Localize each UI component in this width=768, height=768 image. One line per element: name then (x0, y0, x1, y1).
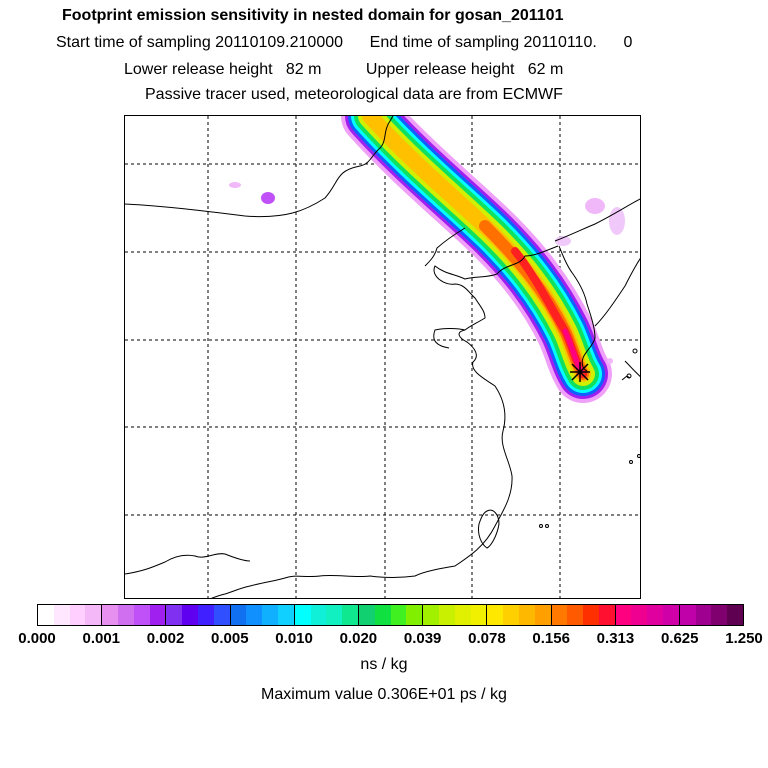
colorbar-segment (567, 605, 584, 625)
colorbar-segment (182, 605, 198, 625)
colorbar-segment (197, 605, 214, 625)
colorbar-segment (374, 605, 391, 625)
colorbar-segment (406, 605, 424, 625)
footprint-map (125, 116, 640, 598)
maximum-value-text: Maximum value 0.306E+01 ps / kg (261, 686, 507, 703)
colorbar-segment (342, 605, 359, 625)
colorbar-segment (262, 605, 278, 625)
colorbar-segment (711, 605, 728, 625)
colorbar-tick-label: 0.002 (146, 630, 185, 647)
colorbar-segment (213, 605, 231, 625)
colorbar (37, 604, 744, 626)
colorbar-segment (69, 605, 86, 625)
colorbar-segment (149, 605, 167, 625)
colorbar-segment (727, 605, 744, 625)
colorbar-segment (230, 605, 247, 625)
colorbar-segment (423, 605, 439, 625)
colorbar-segment (695, 605, 712, 625)
taiwan-coastline (478, 509, 500, 549)
colorbar-segment (583, 605, 599, 625)
islands (539, 348, 640, 528)
colorbar-segment (503, 605, 519, 625)
colorbar-segment (487, 605, 504, 625)
colorbar-segment (310, 605, 327, 625)
colorbar-segment (438, 605, 455, 625)
colorbar-segment (294, 605, 311, 625)
colorbar-segment (85, 605, 103, 625)
colorbar-segment (246, 605, 263, 625)
colorbar-tick-label: 1.250 (725, 630, 763, 647)
colorbar-tick-label: 0.039 (403, 630, 442, 647)
coastlines (125, 116, 640, 598)
colorbar-segment (534, 605, 552, 625)
colorbar-tick-label: 0.001 (82, 630, 121, 647)
colorbar-segment (615, 605, 632, 625)
colorbar-segment (166, 605, 183, 625)
colorbar-segment (679, 605, 696, 625)
station-star-icon (570, 362, 590, 382)
colorbar-units: ns / kg (360, 656, 408, 673)
colorbar-segment (277, 605, 295, 625)
colorbar-tick-label: 0.313 (596, 630, 635, 647)
colorbar-segment (647, 605, 664, 625)
tracer-info-line: Passive tracer used, meteorological data… (145, 86, 563, 103)
colorbar-segment (518, 605, 535, 625)
colorbar-segment (117, 605, 134, 625)
colorbar-tick-label: 0.020 (339, 630, 378, 647)
colorbar-segment (102, 605, 118, 625)
colorbar-segment (53, 605, 70, 625)
sampling-time-line: Start time of sampling 20110109.210000 E… (56, 34, 633, 51)
colorbar-tick-label: 0.625 (660, 630, 699, 647)
footprint-plume (341, 116, 612, 403)
map-panel (124, 115, 641, 599)
plot-title: Footprint emission sensitivity in nested… (62, 7, 564, 24)
colorbar-tick-label: 0.005 (211, 630, 249, 647)
colorbar-segment (598, 605, 616, 625)
colorbar-segment (326, 605, 343, 625)
colorbar-tick-label: 0.000 (18, 630, 56, 647)
colorbar-segment (470, 605, 488, 625)
colorbar-tick-label: 0.010 (275, 630, 313, 647)
colorbar-segment (663, 605, 680, 625)
release-height-line: Lower release height 82 m Upper release … (124, 61, 564, 78)
colorbar-segment (390, 605, 407, 625)
colorbar-tick-label: 0.156 (532, 630, 570, 647)
colorbar-segment (551, 605, 568, 625)
colorbar-segment (358, 605, 375, 625)
colorbar-segment (38, 605, 54, 625)
colorbar-segment (454, 605, 471, 625)
colorbar-tick-label: 0.078 (468, 630, 506, 647)
colorbar-segment (133, 605, 150, 625)
colorbar-segment (631, 605, 648, 625)
